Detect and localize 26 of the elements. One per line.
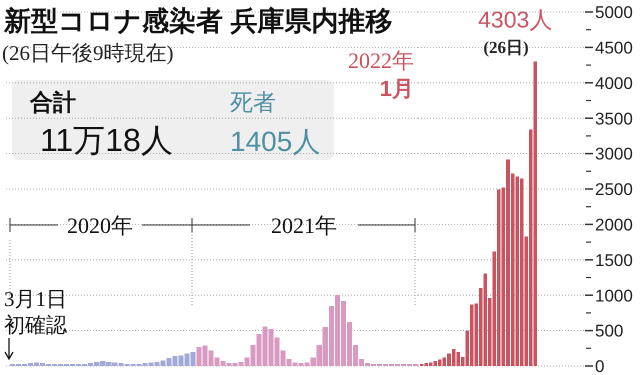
bar <box>533 61 537 366</box>
y-tick-label: 5000 <box>595 3 633 22</box>
y-tick-label: 3000 <box>595 144 633 164</box>
annotation: 死者 <box>230 89 276 115</box>
y-tick-label: 500 <box>595 322 624 341</box>
annotation: 2020年 <box>67 213 133 238</box>
y-tick-label: 4000 <box>595 74 633 93</box>
annotation: 1405人 <box>230 126 320 157</box>
annotation: (26日) <box>483 38 529 57</box>
annotation: 1月 <box>380 76 414 101</box>
chart-title: 新型コロナ感染者 兵庫県内推移 <box>3 6 393 36</box>
y-tick-label: 2000 <box>595 216 633 235</box>
annotation: 3月1日 <box>4 287 67 311</box>
y-tick-label: 1000 <box>595 286 633 306</box>
annotation: 初確認 <box>4 313 67 337</box>
y-tick-label: 1500 <box>595 250 633 270</box>
y-tick-label: 0 <box>595 357 604 375</box>
annotation: 合計 <box>29 89 76 115</box>
y-tick-label: 2500 <box>595 180 633 200</box>
y-tick-label: 4500 <box>595 38 633 58</box>
text: (26日午後9時現在) <box>2 41 174 65</box>
y-tick-label: 3500 <box>595 109 633 128</box>
data-label: 4303人 <box>478 6 552 32</box>
annotation: 2022年 <box>348 48 414 73</box>
annotation: 11万18人 <box>40 122 173 158</box>
annotation: 2021年 <box>271 213 337 238</box>
